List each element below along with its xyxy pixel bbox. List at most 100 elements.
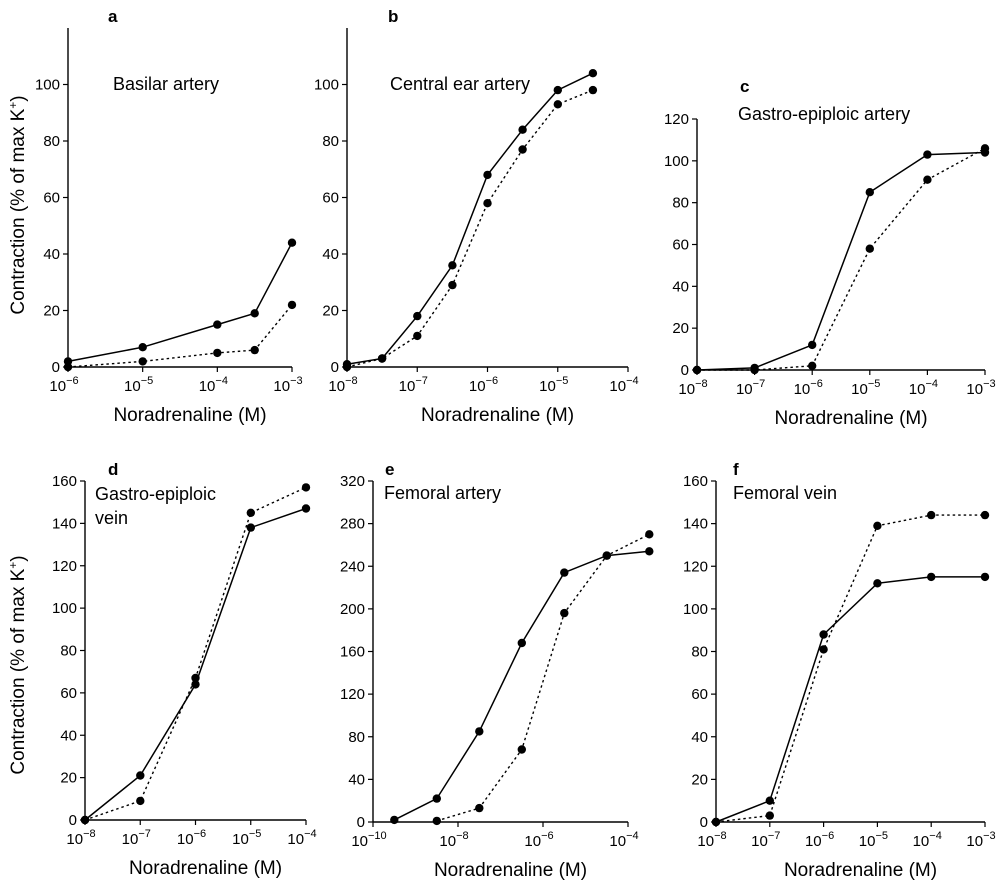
panel-d-x-tick-label: 10−8: [66, 828, 95, 848]
panel-a-x-tick-label: 10−3: [273, 375, 302, 395]
panel-d-solid-line: [84, 507, 307, 821]
panel-d-y-tick-label: 60: [60, 685, 77, 702]
panel-b-solid-point: [483, 170, 492, 180]
panel-c-dotted-point: [750, 365, 759, 375]
panel-a-title: Basilar artery: [113, 74, 219, 94]
panel-e-x-tick-label: 10−4: [609, 830, 638, 850]
panel-c-x-tick-label: 10−7: [736, 378, 765, 398]
panel-b-x-tick-label: 10−4: [609, 375, 638, 395]
panel-b-y-tick-label: 100: [314, 77, 339, 94]
panel-d-dotted-point: [246, 508, 255, 517]
panel-c-dotted-line: [697, 147, 986, 371]
panel-e-y-tick-label: 120: [340, 686, 365, 703]
panel-e-dotted-line: [436, 533, 650, 822]
panel-e-dotted-point: [475, 803, 484, 813]
panel-b-dotted-point: [377, 354, 387, 363]
panel-c-dotted-point: [692, 365, 702, 375]
panel-f-dotted-point: [819, 645, 828, 654]
panel-f-x-tick-label: 10−5: [859, 830, 888, 850]
panel-e-y-tick-label: 320: [340, 473, 365, 490]
panel-f-y-tick-label: 80: [691, 644, 708, 661]
panel-a-letter: a: [108, 7, 118, 26]
y-axis-label-bottom: Contraction (% of max K+): [6, 555, 29, 774]
panel-a-dotted-point: [138, 357, 147, 366]
panel-a-solid-point: [138, 343, 147, 352]
panel-c-y-tick-label: 20: [672, 320, 689, 337]
panel-b-solid-point: [518, 125, 527, 134]
panel-f-solid-point: [927, 572, 936, 582]
panel-a-x-tick-label: 10−5: [124, 375, 153, 395]
panel-b-y-tick-label: 40: [322, 246, 339, 263]
panel-a-y-tick-label: 80: [43, 133, 60, 150]
panel-f-solid-line: [715, 576, 985, 823]
panel-e-dotted-point: [517, 745, 526, 754]
panel-d-y-tick-label: 120: [52, 558, 77, 575]
panel-c-title: Gastro-epiploic artery: [738, 104, 910, 124]
panel-b-x-tick-label: 10−7: [399, 375, 428, 395]
panel-e-x-axis-label: Noradrenaline (M): [434, 860, 587, 881]
panel-b-y-tick-label: 0: [331, 359, 339, 376]
y-axis-label-top: Contraction (% of max K+): [6, 95, 29, 314]
panel-e-solid-point: [560, 568, 569, 577]
panel-f-y-tick-label: 140: [683, 516, 708, 533]
panel-a-solid-point: [250, 309, 259, 318]
panel-b-solid-point: [553, 85, 562, 95]
panel-f-dotted-point: [765, 811, 774, 820]
panel-b-dotted-point: [342, 362, 352, 372]
panel-c-dotted-point: [865, 244, 874, 253]
panel-f-x-tick-label: 10−3: [966, 830, 995, 850]
panel-d-x-tick-label: 10−7: [122, 828, 151, 848]
panel-c-solid-point: [808, 340, 817, 350]
panel-a-dotted-point: [250, 345, 259, 355]
panel-c-dotted-point: [980, 144, 990, 153]
panel-e: 0 40 80 120 160 200 240 280 320 10−10 10−8 10−6 10−4…: [340, 460, 654, 881]
panel-a-y-tick-label: 20: [43, 303, 60, 320]
panel-f-y-tick-label: 100: [683, 601, 708, 618]
panel-f-dotted-line: [715, 514, 985, 823]
panel-c-x-tick-label: 10−4: [909, 378, 938, 398]
panel-d-dotted-point: [80, 815, 90, 825]
panel-e-dotted-point: [432, 816, 441, 826]
panel-f-y-tick-label: 0: [700, 814, 708, 831]
panel-e-y-tick-label: 200: [340, 601, 365, 618]
panel-c-y-tick-label: 120: [664, 111, 689, 128]
panel-f-solid-point: [873, 579, 882, 588]
panel-b-solid-point: [448, 261, 457, 270]
panel-d-y-tick-label: 0: [69, 812, 77, 829]
panel-a-solid-point: [213, 320, 222, 329]
panel-d-dotted-line: [84, 486, 307, 821]
panel-c-x-tick-label: 10−3: [966, 378, 995, 398]
panel-c-dotted-point: [808, 361, 817, 370]
panel-d-solid-point: [301, 504, 311, 513]
panel-b-dotted-point: [448, 280, 457, 290]
panel-a-dotted-point: [213, 348, 222, 358]
panel-a-x-tick-label: 10−4: [199, 375, 228, 395]
panel-d-title: Gastro-epiploic: [95, 484, 216, 504]
panel-c-x-axis-label: Noradrenaline (M): [774, 408, 927, 429]
panel-c-y-tick-label: 60: [672, 237, 689, 254]
panel-f-solid-point: [819, 630, 828, 639]
panel-b-solid-point: [588, 69, 598, 78]
panel-e-y-tick-label: 240: [340, 558, 365, 575]
panel-f-dotted-point: [873, 521, 882, 530]
panel-b-y-tick-label: 80: [322, 133, 339, 150]
panel-d-x-axis-label: Noradrenaline (M): [129, 858, 282, 879]
panel-b-title: Central ear artery: [390, 74, 530, 94]
panel-e-solid-point: [645, 547, 654, 556]
panel-d-solid-point: [246, 523, 255, 532]
panel-a-y-tick-label: 100: [35, 77, 60, 94]
panel-e-dotted-point: [645, 530, 654, 539]
panel-f-y-tick-label: 40: [691, 729, 708, 746]
panel-c-x-tick-label: 10−5: [851, 378, 880, 398]
panel-b-dotted-line: [346, 89, 594, 368]
panel-b-x-axis-label: Noradrenaline (M): [421, 405, 574, 426]
panel-b-x-tick-label: 10−5: [539, 375, 568, 395]
panel-a-dotted-point: [287, 300, 297, 310]
panel-b-dotted-point: [483, 199, 492, 208]
panel-b-dotted-point: [413, 331, 422, 341]
panel-e-solid-point: [432, 794, 441, 803]
panel-e-solid-point: [517, 638, 526, 648]
panel-b-y-tick-label: 20: [322, 303, 339, 320]
panel-d: 0 20 40 60 80 100 120 140 160 10−8 10−7 10−6 10−5 10−…: [52, 460, 317, 879]
